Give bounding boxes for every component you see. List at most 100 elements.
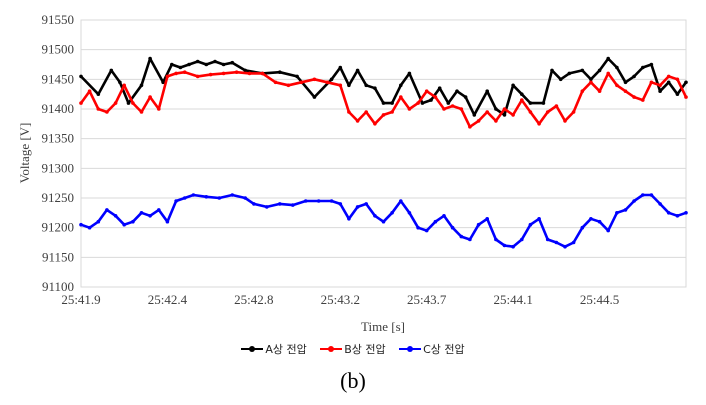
data-point [122, 222, 126, 227]
data-point [476, 222, 481, 227]
data-point [623, 208, 628, 212]
data-point [113, 101, 118, 105]
x-tick-label: 25:42.4 [148, 292, 188, 307]
data-point [606, 56, 610, 61]
data-point [373, 86, 377, 90]
data-point [485, 89, 490, 93]
data-point [178, 65, 183, 70]
data-point [174, 71, 178, 76]
data-point [131, 219, 135, 224]
data-point [96, 92, 101, 96]
data-point [545, 237, 550, 242]
y-tick-label: 91350 [42, 131, 75, 146]
data-point [161, 80, 165, 85]
data-point [511, 83, 515, 88]
data-point [476, 119, 481, 123]
data-point [221, 71, 226, 76]
data-point [615, 83, 619, 88]
data-point [295, 74, 299, 79]
data-point [79, 74, 83, 79]
data-point [182, 70, 187, 74]
data-point [131, 101, 135, 105]
legend: A상 전압 B상 전압 C상 전압 [0, 341, 706, 357]
data-point [195, 74, 200, 79]
data-point [675, 214, 680, 218]
data-point [399, 199, 403, 203]
data-point [649, 62, 654, 67]
data-point [329, 199, 334, 203]
data-point [597, 68, 602, 73]
figure-caption: (b) [340, 368, 366, 393]
series-lines [79, 56, 688, 249]
data-point [606, 71, 610, 76]
y-tick-label: 91500 [42, 42, 75, 57]
data-point [148, 56, 152, 61]
data-point [649, 80, 654, 85]
x-tick-labels: 25:41.9 25:42.4 25:42.8 25:43.2 25:43.7 25:44… [61, 292, 619, 307]
data-point [545, 110, 550, 114]
data-point [204, 62, 209, 67]
data-point [217, 196, 222, 200]
data-point [247, 71, 252, 76]
data-point [528, 222, 533, 227]
data-point [429, 98, 433, 102]
data-point [174, 199, 178, 203]
legend-label-c: C상 전압 [423, 343, 465, 356]
legend-item-c: C상 전압 [399, 341, 465, 357]
x-tick-label: 25:44.1 [493, 292, 532, 307]
data-point [299, 80, 304, 85]
data-point [243, 196, 247, 200]
voltage-chart: 91100 91150 91200 91250 91300 91350 91400 91450… [17, 12, 688, 334]
data-point [502, 243, 507, 248]
data-point [597, 219, 602, 224]
data-point [450, 104, 455, 108]
data-point [364, 202, 369, 206]
data-point [278, 202, 282, 206]
data-point [273, 80, 278, 85]
data-point [390, 211, 394, 215]
data-point [528, 101, 533, 105]
data-point [433, 219, 438, 224]
data-point [472, 113, 477, 117]
data-point [571, 240, 576, 245]
data-point [157, 208, 161, 212]
data-point [649, 193, 654, 197]
data-point [666, 74, 671, 79]
data-point [485, 110, 490, 114]
data-point [191, 193, 196, 197]
data-point [355, 68, 360, 73]
data-point [658, 202, 662, 206]
data-point [230, 60, 235, 65]
data-point [537, 217, 541, 221]
data-point [407, 107, 412, 111]
data-point [87, 225, 92, 230]
data-point [580, 225, 585, 230]
data-point [109, 68, 114, 73]
y-tick-label: 91100 [42, 279, 74, 294]
data-point [520, 98, 524, 102]
data-point [399, 95, 403, 99]
data-point [437, 86, 442, 90]
data-point [381, 219, 386, 224]
data-point [329, 77, 334, 82]
data-point [459, 234, 464, 239]
data-point [658, 89, 662, 93]
data-point [632, 199, 636, 203]
data-point [675, 92, 680, 96]
data-point [148, 95, 152, 99]
legend-swatch-a-icon [241, 344, 264, 354]
data-point [554, 240, 559, 245]
data-point [615, 211, 619, 215]
data-point [208, 72, 213, 77]
data-point [468, 237, 472, 242]
data-point [632, 74, 636, 79]
data-point [79, 222, 83, 227]
data-point [666, 211, 671, 215]
data-point [286, 83, 291, 88]
data-point [165, 219, 170, 224]
legend-item-a: A상 전압 [241, 341, 307, 357]
data-point [79, 101, 83, 105]
data-point [407, 71, 412, 76]
data-point [407, 211, 412, 215]
data-point [381, 113, 386, 117]
